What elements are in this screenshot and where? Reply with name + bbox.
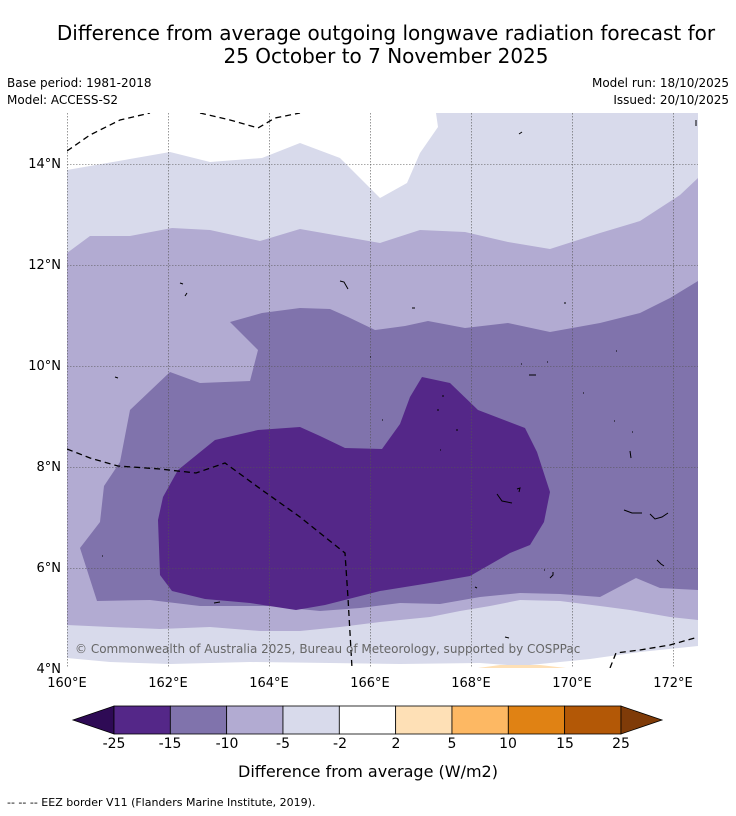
- lat-label-14n: 14°N: [28, 157, 61, 172]
- lon-label-164e: 164°E: [249, 676, 289, 691]
- graticule: [67, 113, 698, 668]
- colorbar-swatch: [338, 705, 397, 735]
- eez-footnote: -- -- -- EEZ border V11 (Flanders Marine…: [7, 796, 316, 809]
- lon-axis: 160°E 162°E 164°E 166°E 168°E 170°E 172°…: [47, 676, 693, 691]
- model-name: Model: ACCESS-S2: [7, 93, 119, 107]
- band-minus25-minus15: [158, 377, 550, 610]
- model-run: Model run: 18/10/2025: [591, 76, 729, 90]
- band-near-zero-south: [67, 646, 698, 668]
- lon-label-166e: 166°E: [350, 676, 390, 691]
- colorbar-extend-high: [620, 705, 664, 735]
- cb-tick-minus5: -5: [276, 736, 290, 752]
- cb-tick-minus15: -15: [158, 736, 182, 752]
- meta-right: Model run: 18/10/2025 Issued: 20/10/2025: [592, 75, 729, 109]
- meta-left: Base period: 1981-2018 Model: ACCESS-S2: [7, 75, 152, 109]
- cb-tick-plus15: 15: [556, 736, 574, 752]
- cb-tick-plus10: 10: [499, 736, 517, 752]
- lon-label-170e: 170°E: [552, 676, 592, 691]
- colorbar-swatch: [507, 705, 566, 735]
- lon-label-160e: 160°E: [47, 676, 87, 691]
- lat-label-4n: 4°N: [37, 662, 62, 677]
- colorbar-swatch: [282, 705, 340, 735]
- colorbar-label: Difference from average (W/m2): [238, 762, 498, 781]
- colorbar-extend-low: [71, 705, 115, 735]
- band-near-zero-north: [67, 113, 438, 198]
- title-line-1: Difference from average outgoing longwav…: [56, 21, 716, 45]
- colorbar-swatch: [226, 705, 284, 735]
- lon-label-168e: 168°E: [451, 676, 491, 691]
- colorbar-swatch: [564, 705, 622, 735]
- map-title: Difference from average outgoing longwav…: [0, 22, 736, 68]
- colorbar-swatch: [451, 705, 509, 735]
- colorbar-swatch: [113, 705, 171, 735]
- band-plus2-plus5: [478, 665, 566, 668]
- title-line-2: 25 October to 7 November 2025: [223, 44, 549, 68]
- lat-axis: 4°N 6°N 8°N 10°N 12°N 14°N: [28, 157, 61, 677]
- cb-tick-minus10: -10: [215, 736, 239, 752]
- cb-tick-plus5: 5: [447, 736, 457, 752]
- base-period: Base period: 1981-2018: [7, 76, 152, 90]
- cb-tick-plus25: 25: [612, 736, 630, 752]
- lat-label-10n: 10°N: [28, 359, 61, 374]
- eez-borders: [67, 113, 698, 668]
- copyright-notice: © Commonwealth of Australia 2025, Bureau…: [75, 642, 580, 656]
- map-area: [67, 113, 698, 668]
- cb-tick-minus25: -25: [102, 736, 126, 752]
- island-outlines: [102, 120, 697, 639]
- lon-label-162e: 162°E: [148, 676, 188, 691]
- colorbar-swatch: [395, 705, 453, 735]
- lat-label-8n: 8°N: [37, 460, 62, 475]
- lat-label-6n: 6°N: [37, 561, 62, 576]
- cb-tick-plus2: 2: [391, 736, 401, 752]
- colorbar: [71, 705, 664, 735]
- lat-label-12n: 12°N: [28, 258, 61, 273]
- lon-label-172e: 172°E: [653, 676, 693, 691]
- colorbar-swatch: [169, 705, 228, 735]
- cb-tick-minus2: -2: [333, 736, 347, 752]
- issued-date: Issued: 20/10/2025: [613, 93, 729, 107]
- band-minus5-minus2-south: [67, 633, 698, 668]
